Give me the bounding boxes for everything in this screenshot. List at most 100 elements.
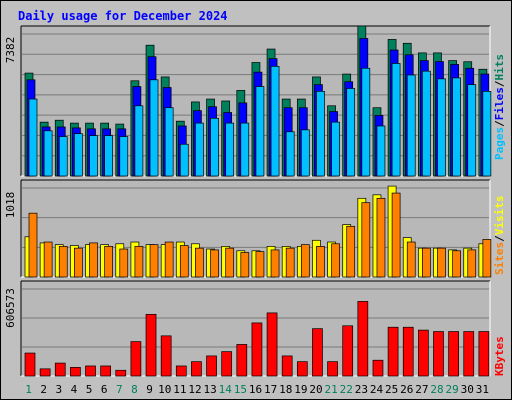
ymax-label: 1018 [4, 192, 17, 219]
panel-bottom [20, 280, 491, 377]
pages-bar [467, 84, 477, 177]
sites-bar [149, 244, 159, 278]
sites-bar [467, 249, 477, 278]
pages-bar [43, 130, 53, 177]
pages-bar [210, 117, 219, 177]
x-tick-label: 13 [203, 383, 216, 396]
x-tick-label: 9 [146, 383, 153, 396]
x-tick-label: 25 [385, 383, 398, 396]
kbytes-bar [281, 355, 293, 377]
x-tick-label: 27 [415, 383, 428, 396]
x-tick-label: 17 [264, 383, 277, 396]
ymax-label: 606573 [4, 288, 17, 328]
x-tick-label: 5 [86, 383, 93, 396]
legend-entry: / [493, 120, 506, 127]
kbytes-bar [100, 365, 111, 377]
pages-bar [316, 91, 325, 177]
kbytes-bar [266, 312, 278, 377]
sites-bar [452, 250, 461, 278]
x-tick-label: 31 [476, 383, 489, 396]
legend-entry: Pages [493, 127, 506, 160]
panel-top [20, 25, 492, 177]
pages-bar [391, 63, 401, 177]
pages-bar [240, 122, 250, 177]
kbytes-bar [342, 325, 354, 377]
kbytes-bar [85, 365, 96, 377]
sites-bar [482, 239, 492, 278]
sites-bar [361, 202, 371, 278]
x-tick-label: 4 [71, 383, 78, 396]
legend-entry: Sites [493, 242, 506, 275]
kbytes-bars [24, 301, 490, 377]
kbytes-bar [236, 344, 248, 377]
sites-bar [240, 252, 250, 278]
kbytes-bar [251, 322, 263, 377]
sites-bar [346, 225, 356, 278]
pages-bar [285, 131, 295, 177]
chart-title: Daily usage for December 2024 [18, 9, 228, 23]
kbytes-bar [357, 301, 369, 377]
kbytes-bar [418, 329, 429, 377]
sites-bar [104, 246, 113, 278]
sites-bar [119, 248, 129, 278]
pages-bar [346, 88, 356, 177]
sites-bar [422, 247, 431, 278]
kbytes-bar [387, 326, 399, 377]
x-tick-label: 29 [446, 383, 459, 396]
x-tick-label: 16 [249, 383, 262, 396]
kbytes-bar [54, 362, 66, 377]
kbytes-bar [70, 367, 81, 377]
pages-bar [134, 105, 144, 177]
x-tick-label: 8 [131, 383, 138, 396]
sites-bar [316, 246, 325, 278]
kbytes-bar [115, 369, 127, 377]
pages-bar [104, 135, 113, 177]
x-tick-label: 28 [430, 383, 443, 396]
pages-bar [255, 86, 265, 177]
panel-middle [20, 179, 492, 278]
kbytes-bar [448, 331, 459, 377]
x-tick-label: 30 [461, 383, 474, 396]
x-tick-label: 23 [355, 383, 368, 396]
x-tick-label: 15 [234, 383, 247, 396]
kbytes-bar [312, 328, 323, 377]
sites-bar [437, 247, 446, 278]
x-tick-label: 10 [158, 383, 171, 396]
pages-bar [225, 122, 235, 177]
pages-bar [195, 122, 204, 177]
sites-bar [195, 247, 204, 278]
pages-bar [361, 67, 371, 177]
x-tick-label: 21 [325, 383, 338, 396]
sites-bar [406, 241, 416, 278]
kbytes-bar [24, 352, 36, 377]
x-tick-label: 22 [340, 383, 353, 396]
kbytes-bar [296, 361, 308, 377]
kbytes-bar [478, 331, 490, 377]
sites-bar [285, 247, 295, 278]
kbytes-bar [327, 361, 338, 377]
pages-bar [376, 125, 386, 177]
kbytes-bar [39, 368, 51, 377]
sites-bar [134, 246, 144, 278]
pages-bar [482, 91, 492, 177]
sites-bar [164, 241, 174, 278]
kbytes-bar [175, 365, 187, 377]
legend-entry: Visits [493, 196, 506, 236]
x-tick-label: 20 [309, 383, 322, 396]
sites-bar [225, 247, 235, 278]
sites-bar [43, 241, 53, 278]
x-tick-label: 1 [25, 383, 32, 396]
legend-entry: Hits [493, 54, 506, 81]
kbytes-bar [191, 361, 202, 377]
x-tick-label: 26 [400, 383, 413, 396]
sites-bar [210, 249, 219, 278]
kbytes-bar [433, 331, 444, 377]
kbytes-bar [402, 326, 414, 377]
x-tick-label: 14 [219, 383, 233, 396]
legend-top: Pages/Files/Hits [493, 54, 506, 160]
sites-bar [300, 244, 310, 278]
kbytes-bar [463, 331, 475, 377]
sites-bar [89, 242, 98, 278]
kbytes-bar [372, 359, 384, 377]
